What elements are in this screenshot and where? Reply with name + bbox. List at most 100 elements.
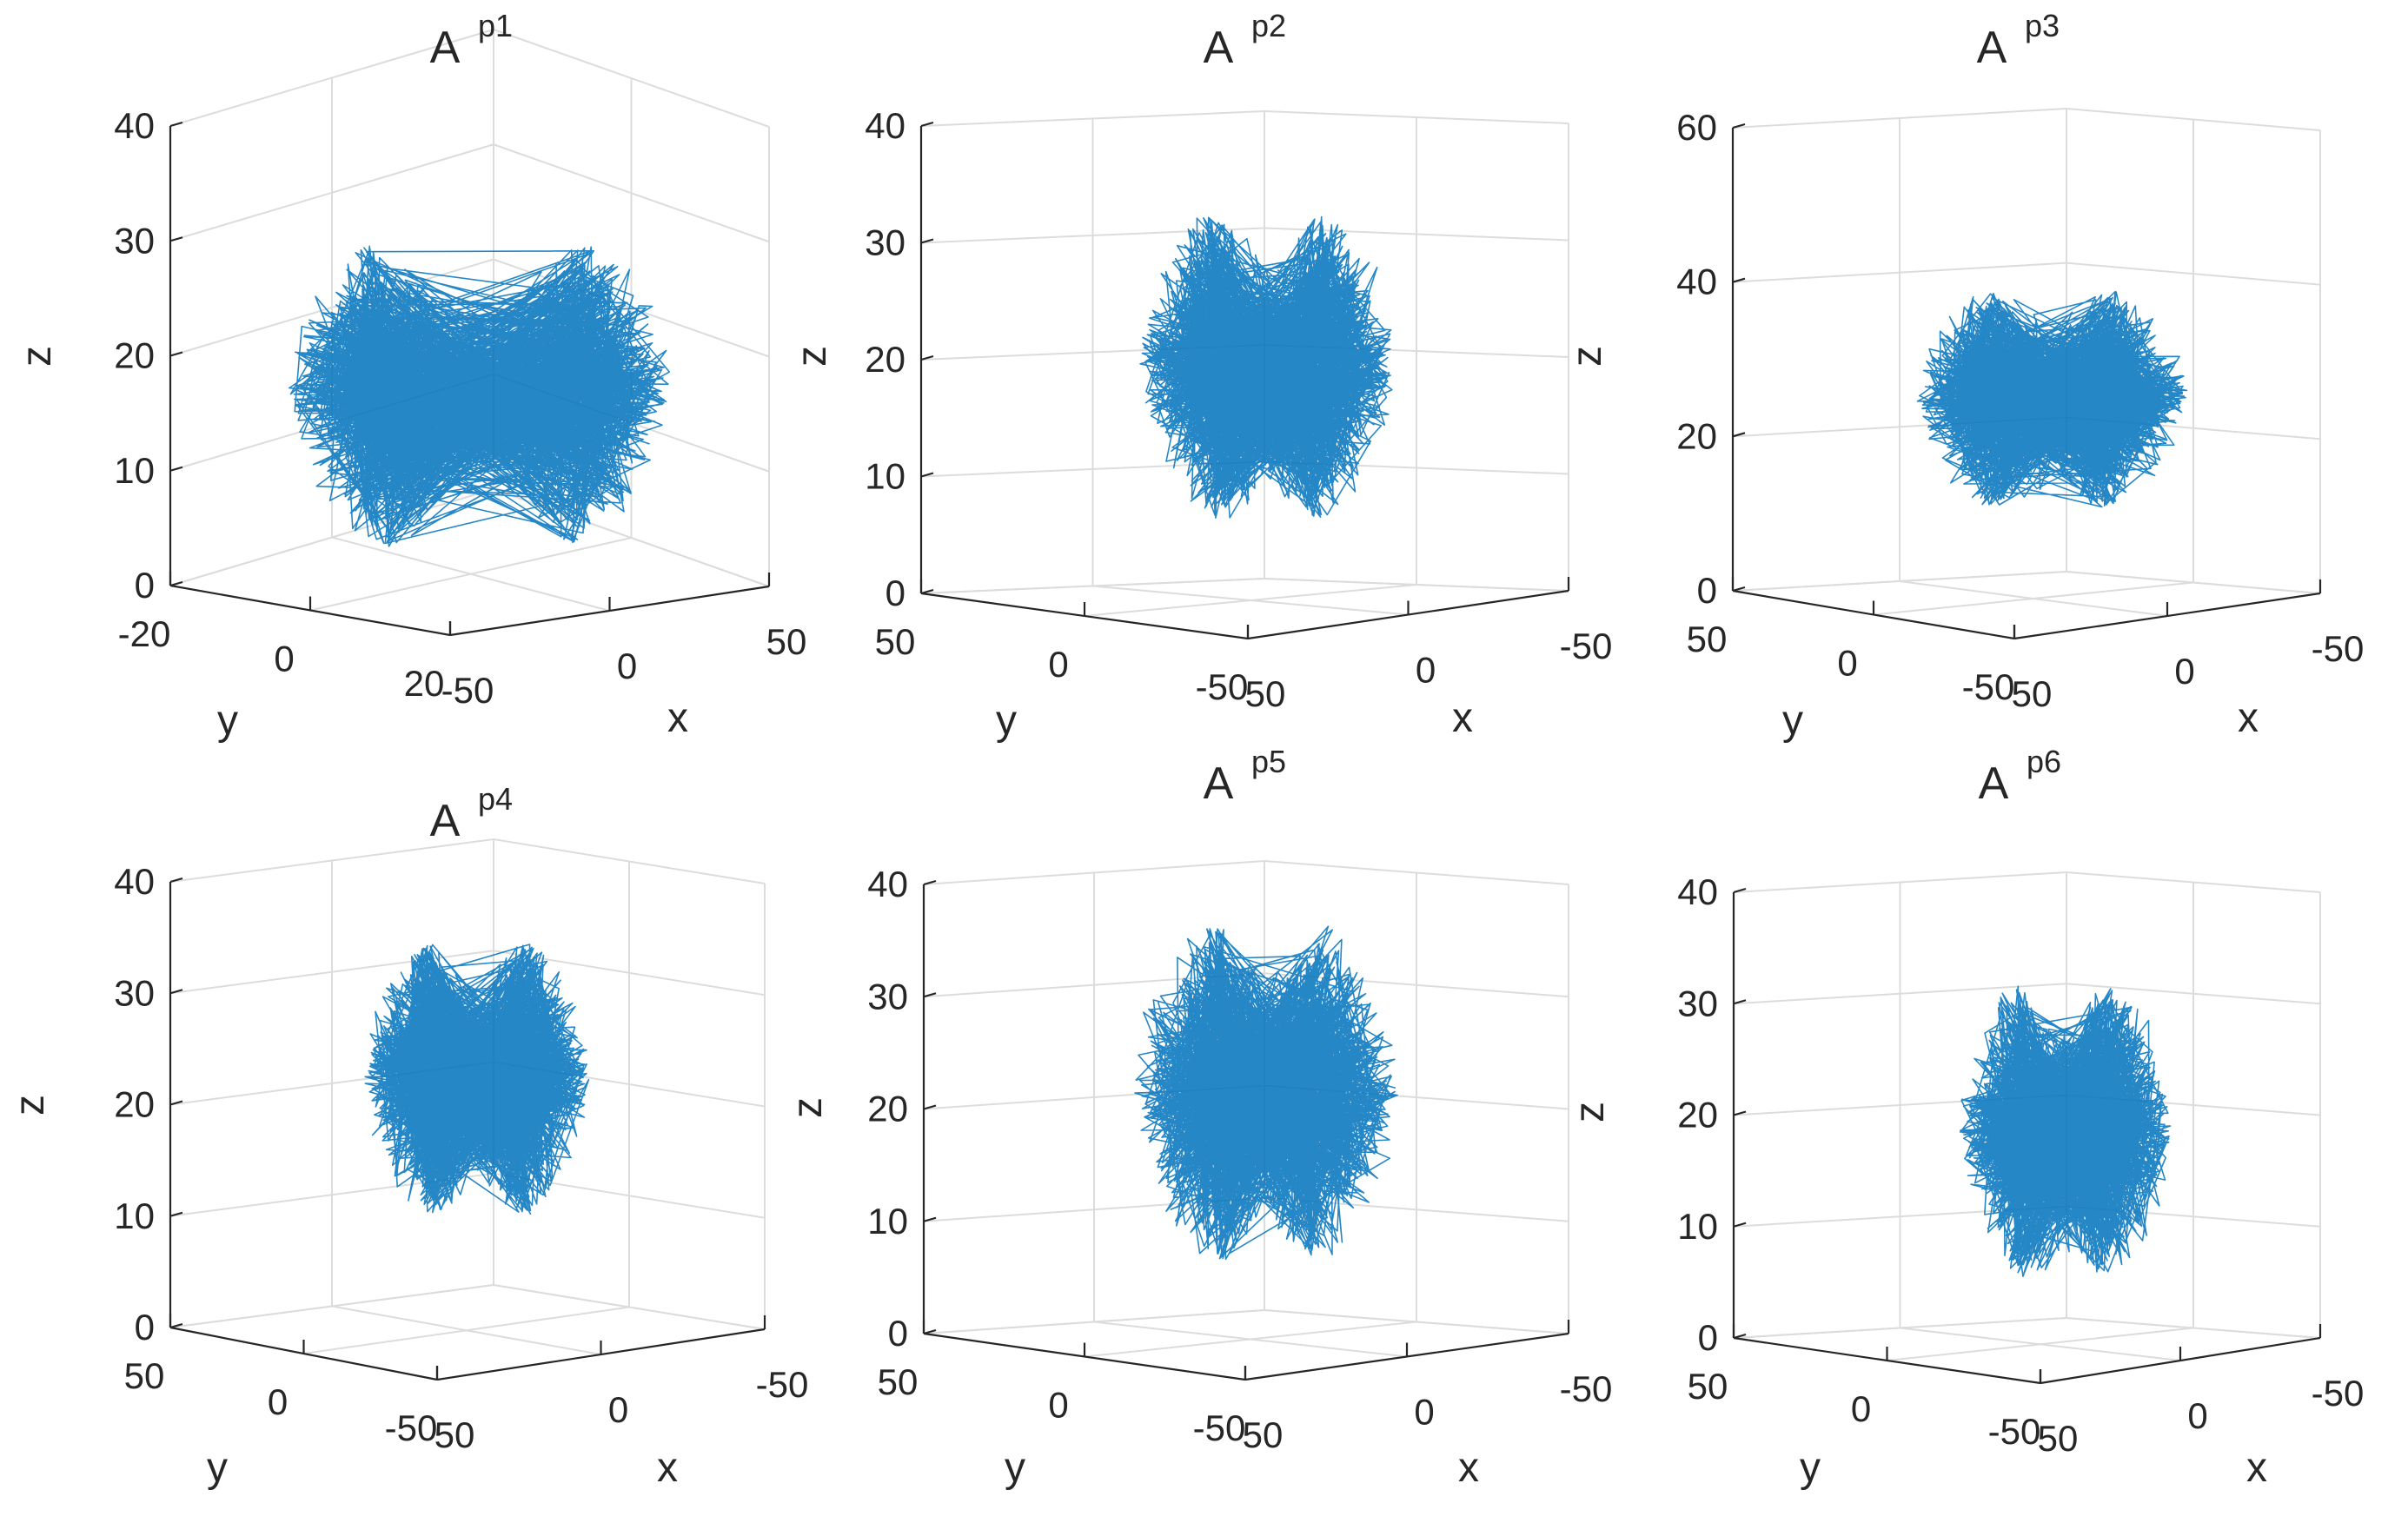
z-tick-mark: [1733, 1333, 1747, 1340]
grid-line: [1733, 1317, 2067, 1339]
grid-line: [1093, 1321, 1408, 1358]
z-tick-label: 30: [867, 976, 908, 1016]
title-text: A: [1977, 23, 2007, 73]
z-tick-mark: [1732, 586, 1746, 593]
z-tick-mark: [920, 354, 934, 361]
z-tick-label: 20: [867, 1089, 908, 1129]
grid-line: [1092, 585, 1409, 616]
z-tick-label: 30: [114, 972, 155, 1013]
z-tick-label: 10: [865, 456, 905, 497]
y-tick-label: 50: [124, 1355, 165, 1396]
grid-line: [1733, 871, 2067, 893]
z-tick-mark: [1732, 277, 1746, 283]
x-axis-label: x: [1458, 1445, 1479, 1491]
z-tick-mark: [1732, 432, 1746, 438]
y-axis-label: y: [1005, 1445, 1025, 1491]
y-axis-label: y: [207, 1445, 228, 1491]
title-text: A: [1204, 23, 1234, 73]
title-superscript: p1: [478, 8, 513, 43]
z-tick-label: 10: [867, 1201, 908, 1242]
z-tick-mark: [169, 351, 183, 357]
trajectory-line: [289, 245, 671, 547]
title-text: A: [1979, 758, 2009, 809]
grid-line: [169, 488, 494, 586]
grid-line: [2066, 1317, 2321, 1339]
grid-line: [169, 143, 494, 242]
grid-line: [493, 1284, 766, 1330]
grid-line: [920, 110, 1265, 127]
grid-line: [331, 536, 610, 612]
y-tick-label: 0: [1048, 1385, 1068, 1426]
y-tick-label: 0: [1837, 643, 1857, 684]
grid-line: [1732, 571, 2067, 592]
grid-line: [331, 1305, 601, 1355]
x-tick-label: -50: [441, 670, 494, 711]
z-tick-mark: [169, 1100, 183, 1106]
grid-line: [169, 1284, 494, 1328]
y-tick-label: 0: [1048, 644, 1068, 685]
x-tick-label: 50: [435, 1414, 475, 1455]
y-tick-label: 0: [1851, 1388, 1871, 1429]
y-axis-label: y: [1800, 1445, 1821, 1491]
z-tick-mark: [1733, 999, 1747, 1005]
y-tick-label: -50: [1193, 1407, 1246, 1448]
y-tick-label: -50: [385, 1407, 438, 1448]
x-tick-label: 0: [2187, 1395, 2207, 1436]
z-tick-mark: [169, 466, 183, 472]
z-tick-mark: [169, 580, 183, 587]
trajectory-line: [1959, 985, 2172, 1277]
z-tick-label: 30: [865, 222, 905, 263]
z-tick-label: 0: [888, 1313, 908, 1354]
grid-line: [1264, 578, 1569, 592]
x-tick-label: 50: [766, 621, 807, 662]
grid-line: [493, 1172, 766, 1219]
title-text: A: [430, 23, 461, 73]
z-tick-label: 10: [114, 1195, 155, 1236]
z-tick-label: 0: [135, 565, 155, 606]
grid-line: [1899, 580, 2168, 617]
trajectory-line: [1134, 925, 1398, 1261]
z-axis-label: z: [14, 346, 60, 367]
z-tick-label: 40: [1677, 871, 1718, 912]
z-tick-mark: [169, 1211, 183, 1217]
trajectory-line: [364, 944, 590, 1215]
grid-line: [493, 838, 766, 884]
y-tick-label: 50: [1687, 619, 1728, 659]
z-tick-label: 20: [1677, 1095, 1718, 1136]
grid-line: [2066, 108, 2321, 131]
x-axis-label: x: [2238, 695, 2259, 741]
grid-line: [1900, 1327, 2181, 1361]
grid-line: [1264, 110, 1569, 124]
x-tick-label: -50: [1560, 626, 1613, 666]
z-tick-mark: [920, 121, 934, 128]
title-superscript: p3: [2025, 8, 2060, 43]
y-tick-label: 50: [878, 1361, 919, 1402]
z-axis-label: z: [7, 1095, 53, 1116]
grid-line: [1732, 108, 2067, 129]
z-tick-mark: [923, 1328, 937, 1335]
z-tick-label: 10: [114, 450, 155, 491]
z-tick-label: 60: [1676, 107, 1717, 148]
grid-line: [923, 1309, 1265, 1334]
y-tick-label: 50: [875, 621, 916, 662]
trajectory-line: [1916, 290, 2188, 508]
z-tick-mark: [169, 877, 183, 884]
title-text: A: [430, 796, 461, 846]
z-tick-label: 30: [1677, 983, 1718, 1023]
x-tick-label: -50: [1560, 1368, 1613, 1409]
z-tick-mark: [169, 121, 183, 128]
z-axis-label: z: [1564, 346, 1610, 367]
x-tick-label: 50: [1243, 1414, 1284, 1455]
z-tick-label: 20: [865, 339, 905, 380]
x-axis-label: x: [667, 695, 688, 741]
z-tick-mark: [1733, 887, 1747, 894]
grid-line: [2066, 262, 2321, 286]
grid-line: [169, 838, 494, 883]
